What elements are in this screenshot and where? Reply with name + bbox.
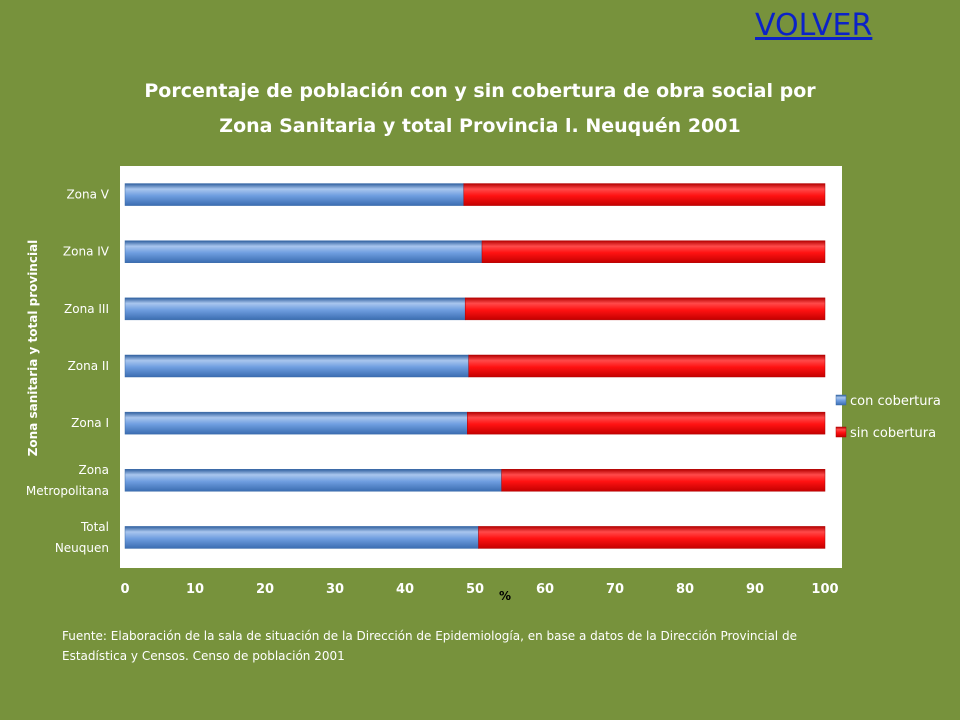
x-tick-label-50: 50 [466, 582, 484, 597]
category-label-3: Zona II [68, 359, 109, 373]
bar-con-cobertura-4 [124, 297, 466, 321]
bar-con-cobertura-5 [124, 240, 483, 263]
category-label-2: Zona I [71, 416, 109, 430]
bar-con-cobertura-2 [124, 411, 468, 435]
category-label-4: Zona III [64, 302, 109, 316]
x-tick-label-40: 40 [396, 582, 414, 597]
legend-label-1: sin cobertura [850, 426, 936, 441]
category-label-5: Zona IV [63, 245, 110, 259]
bar-sin-cobertura-2 [467, 411, 826, 435]
x-tick-label-0: 0 [120, 582, 129, 597]
legend-label-0: con cobertura [850, 394, 941, 409]
bar-sin-cobertura-1 [501, 469, 826, 492]
x-tick-label-20: 20 [256, 582, 274, 597]
footnote: Fuente: Elaboración de la sala de situac… [62, 629, 797, 663]
volver-link[interactable]: VOLVER [755, 8, 873, 43]
category-label-6: Zona V [66, 188, 109, 202]
bar-sin-cobertura-3 [468, 354, 826, 378]
x-tick-label-90: 90 [746, 582, 764, 597]
category-label-1: Zona Metropolitana [26, 463, 109, 498]
legend-swatch-0 [835, 394, 847, 406]
x-tick-label-60: 60 [536, 582, 554, 597]
bar-con-cobertura-3 [124, 354, 469, 378]
y-axis-label: Zona sanitaria y total provincial [26, 240, 40, 457]
bar-sin-cobertura-4 [464, 297, 826, 321]
bar-sin-cobertura-5 [481, 240, 826, 263]
x-tick-label-70: 70 [606, 582, 624, 597]
category-label-0: Total Neuquen [55, 520, 109, 555]
bar-con-cobertura-6 [124, 183, 465, 206]
bar-sin-cobertura-0 [478, 526, 826, 549]
bar-sin-cobertura-6 [463, 183, 826, 206]
legend-swatch-1 [835, 426, 847, 438]
x-axis-label: % [499, 589, 511, 603]
x-tick-label-30: 30 [326, 582, 344, 597]
bar-con-cobertura-1 [124, 469, 502, 492]
legend: con cobertura sin cobertura [835, 394, 941, 441]
chart-title: Porcentaje de población con y sin cobert… [144, 80, 816, 137]
x-tick-label-100: 100 [811, 582, 838, 597]
bar-con-cobertura-0 [124, 526, 479, 549]
x-tick-label-80: 80 [676, 582, 694, 597]
x-tick-label-10: 10 [186, 582, 204, 597]
